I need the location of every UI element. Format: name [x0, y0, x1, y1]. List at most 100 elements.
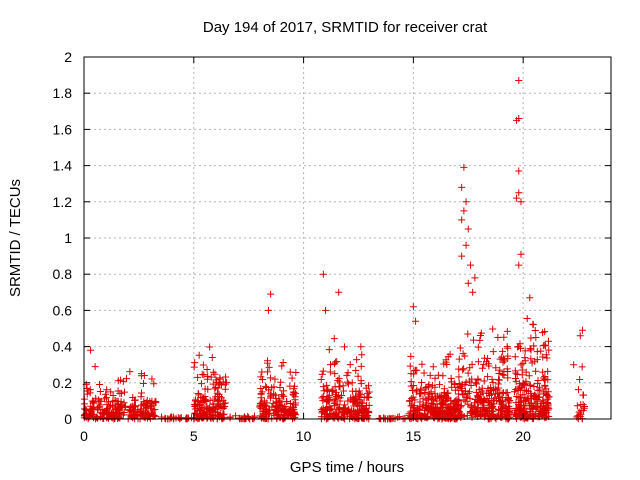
data-point — [499, 371, 507, 379]
data-point — [343, 371, 351, 379]
data-point — [365, 382, 373, 390]
data-point — [454, 401, 462, 409]
data-point — [259, 376, 267, 384]
data-point — [114, 377, 122, 385]
data-point — [212, 383, 220, 391]
data-point — [429, 363, 437, 371]
data-point — [140, 380, 147, 388]
data-point — [128, 402, 136, 410]
data-point — [324, 394, 332, 402]
data-point — [462, 397, 470, 405]
data-point — [455, 396, 463, 404]
data-point — [479, 389, 487, 397]
data-point — [352, 366, 360, 374]
data-point — [545, 393, 553, 401]
data-point — [458, 183, 466, 191]
data-point — [276, 384, 284, 392]
data-point — [544, 406, 552, 414]
data-point — [480, 377, 488, 385]
data-point — [486, 405, 494, 413]
data-point — [496, 366, 504, 374]
data-point — [277, 378, 285, 386]
data-point — [406, 362, 414, 370]
data-point — [412, 317, 420, 325]
data-point — [83, 384, 91, 392]
data-point — [570, 361, 578, 369]
data-point — [266, 374, 274, 382]
data-point — [446, 409, 454, 417]
data-point — [500, 333, 508, 341]
data-point — [289, 390, 297, 398]
data-point — [199, 409, 207, 417]
data-point — [220, 400, 228, 408]
data-point — [151, 405, 159, 413]
data-point — [514, 385, 522, 393]
data-point — [256, 412, 264, 420]
y-tick-label: 1.8 — [53, 85, 73, 101]
data-point — [93, 414, 101, 422]
data-point — [287, 411, 295, 419]
data-point — [250, 414, 258, 422]
data-point — [213, 389, 221, 397]
data-point — [523, 387, 531, 395]
data-point — [576, 332, 584, 340]
data-point — [506, 397, 514, 405]
data-point — [422, 384, 430, 392]
data-point — [459, 350, 467, 358]
data-point — [356, 391, 364, 399]
data-point — [526, 381, 534, 389]
data-point — [335, 374, 343, 382]
data-point — [455, 355, 463, 363]
data-point — [88, 397, 96, 405]
data-point — [464, 330, 472, 338]
data-point — [357, 343, 365, 351]
data-point — [474, 375, 482, 383]
data-point — [348, 379, 356, 387]
data-points — [80, 77, 589, 423]
data-point — [216, 374, 224, 382]
data-point — [195, 351, 203, 359]
grid — [84, 57, 611, 419]
data-point — [405, 410, 413, 418]
data-point — [578, 326, 586, 334]
data-point — [208, 354, 216, 362]
data-point — [535, 393, 543, 401]
data-point — [431, 383, 439, 391]
data-point — [329, 387, 337, 395]
data-point — [478, 384, 486, 392]
data-point — [176, 414, 184, 422]
data-point — [464, 369, 472, 377]
data-point — [280, 408, 288, 416]
data-point — [346, 361, 354, 369]
data-point — [362, 402, 370, 410]
data-point — [199, 397, 207, 405]
data-point — [121, 403, 129, 411]
data-point — [200, 371, 208, 379]
data-point — [468, 375, 476, 383]
data-point — [319, 367, 327, 375]
data-point — [207, 414, 215, 422]
data-point — [489, 407, 497, 415]
x-tick-label: 15 — [406, 428, 422, 444]
data-point — [439, 372, 447, 380]
data-point — [341, 408, 349, 416]
data-point — [496, 397, 504, 405]
y-tick-label: 1 — [64, 230, 72, 246]
data-point — [526, 345, 534, 353]
data-point — [409, 414, 417, 422]
data-point — [438, 414, 446, 422]
data-point — [318, 408, 326, 416]
data-point — [438, 399, 446, 407]
data-point — [327, 361, 335, 369]
data-point — [274, 411, 282, 419]
data-point — [331, 402, 339, 410]
data-point — [532, 367, 540, 375]
data-point — [421, 388, 429, 396]
data-point — [270, 383, 278, 391]
data-point — [504, 374, 512, 382]
data-point — [526, 294, 534, 302]
data-point — [474, 358, 482, 366]
data-point — [257, 404, 265, 412]
data-point — [495, 376, 503, 384]
data-point — [96, 388, 104, 396]
